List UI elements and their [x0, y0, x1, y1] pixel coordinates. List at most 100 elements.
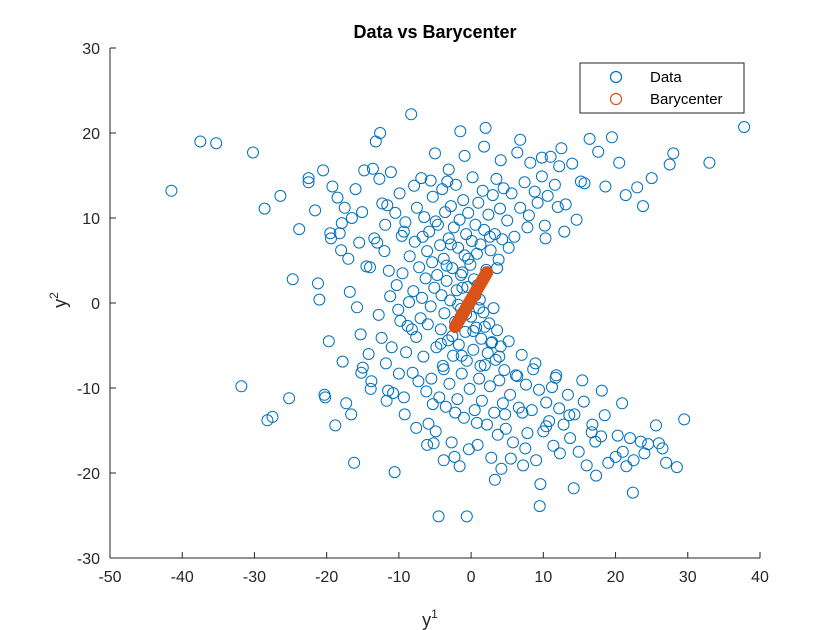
- data-point: [494, 154, 507, 167]
- data-point: [595, 384, 608, 397]
- data-point: [489, 353, 502, 366]
- data-point: [355, 366, 368, 379]
- data-point: [449, 406, 462, 419]
- data-point: [507, 436, 519, 449]
- data-point: [473, 302, 486, 315]
- y-axis-label-base: y: [50, 299, 70, 308]
- data-point: [535, 170, 548, 183]
- data-point: [485, 336, 498, 349]
- data-point: [444, 200, 457, 213]
- data-point: [553, 402, 566, 415]
- data-point: [486, 189, 499, 202]
- x-tick-label: -30: [243, 569, 266, 586]
- data-point: [365, 375, 378, 388]
- data-point: [380, 394, 393, 407]
- data-point: [449, 178, 462, 191]
- data-point: [541, 189, 554, 202]
- data-point: [342, 252, 355, 265]
- data-point: [457, 411, 470, 424]
- data-point: [399, 216, 412, 229]
- data-point: [429, 425, 442, 438]
- data-point: [465, 235, 478, 247]
- data-point: [529, 357, 542, 370]
- data-point: [530, 454, 543, 467]
- data-point: [434, 323, 447, 336]
- data-point: [518, 176, 531, 189]
- data-point: [418, 211, 431, 224]
- chart-title: Data vs Barycenter: [353, 22, 516, 42]
- data-point: [331, 191, 344, 204]
- data-point: [421, 245, 434, 258]
- data-point: [463, 382, 476, 395]
- data-point: [564, 432, 577, 445]
- data-point: [446, 262, 459, 275]
- data-point: [335, 244, 348, 257]
- data-point: [559, 198, 572, 211]
- data-point: [410, 331, 423, 343]
- data-point: [397, 225, 410, 238]
- data-point: [483, 230, 496, 243]
- data-point: [456, 266, 469, 279]
- data-point: [440, 259, 453, 272]
- x-tick-label: 0: [467, 569, 476, 586]
- data-point: [637, 200, 649, 213]
- data-point: [738, 121, 751, 133]
- data-point: [433, 391, 446, 404]
- data-point: [362, 348, 375, 360]
- data-point: [548, 178, 561, 191]
- data-point: [309, 204, 322, 217]
- data-point: [358, 164, 371, 177]
- x-tick-label: -20: [315, 569, 338, 586]
- data-point: [312, 277, 324, 290]
- data-point: [616, 397, 629, 410]
- data-point: [527, 363, 540, 376]
- data-point: [165, 184, 178, 197]
- data-point: [431, 218, 444, 231]
- data-point: [429, 147, 441, 160]
- y-axis-label: y2: [47, 292, 70, 308]
- data-point: [667, 147, 680, 160]
- data-point: [522, 209, 535, 222]
- data-point: [345, 212, 358, 224]
- data-point: [390, 279, 403, 292]
- data-point: [444, 294, 457, 307]
- data-point: [313, 293, 326, 306]
- x-tick-label: 30: [679, 569, 697, 586]
- data-point: [457, 194, 470, 207]
- data-point: [462, 206, 475, 219]
- data-point: [258, 202, 271, 215]
- data-point: [491, 428, 504, 441]
- data-point: [566, 157, 579, 170]
- data-point: [496, 233, 509, 246]
- data-point: [345, 408, 358, 421]
- data-point: [351, 301, 363, 314]
- data-point: [540, 396, 553, 409]
- data-point: [396, 267, 409, 280]
- data-point: [514, 133, 527, 146]
- data-point: [338, 201, 351, 214]
- data-point: [441, 175, 454, 188]
- data-point: [293, 223, 306, 236]
- data-point: [389, 206, 402, 219]
- data-point: [467, 325, 480, 337]
- data-point: [585, 426, 598, 439]
- data-point: [483, 317, 496, 330]
- data-point: [452, 338, 465, 351]
- data-point: [570, 213, 583, 226]
- data-point: [210, 137, 223, 150]
- data-point: [509, 369, 522, 382]
- data-point: [583, 132, 596, 145]
- data-point: [577, 395, 590, 408]
- data-point: [515, 348, 528, 361]
- data-point: [319, 391, 332, 404]
- data-point: [520, 378, 532, 391]
- data-point: [496, 397, 509, 410]
- data-point: [400, 346, 413, 359]
- data-point: [469, 218, 482, 231]
- data-point: [302, 172, 315, 185]
- data-point: [429, 215, 442, 228]
- data-point: [335, 217, 348, 230]
- data-point: [492, 253, 505, 266]
- data-point: [553, 447, 566, 460]
- data-point: [487, 302, 500, 315]
